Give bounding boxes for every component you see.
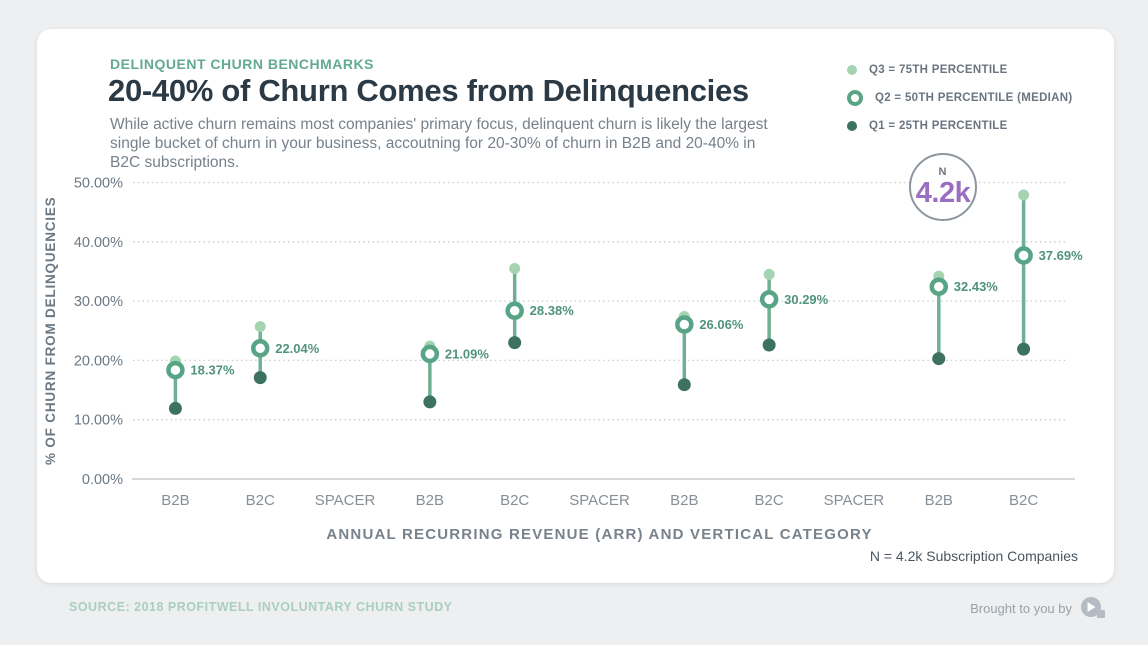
source-citation: SOURCE: 2018 PROFITWELL INVOLUNTARY CHUR… [69,600,453,614]
chart-legend: Q3 = 75TH PERCENTILE Q2 = 50TH PERCENTIL… [847,62,1073,134]
q1-dot [423,395,437,409]
chart-card: DELINQUENT CHURN BENCHMARKS 20-40% of Ch… [37,29,1114,583]
y-tick-label: 0.00% [82,472,123,488]
x-tick-label: SPACER [824,492,885,509]
legend-item-q3: Q3 = 75TH PERCENTILE [847,62,1073,78]
median-value-label: 21.09% [445,346,490,361]
q1-dot [253,371,267,385]
median-ring [1014,246,1033,265]
median-ring [166,360,185,380]
median-ring [505,301,524,320]
page-subtitle: While active churn remains most companie… [110,116,768,171]
median-value-label: 22.04% [275,341,320,356]
q3-dot [254,321,266,333]
y-tick-label: 40.00% [74,235,123,251]
y-tick-label: 30.00% [74,294,123,310]
x-tick-label: B2B [161,492,189,509]
churn-percentile-chart: 0.00% 10.00% 20.00% 30.00% 40.00% 50.00% % OF … [43,176,1084,544]
median-ring [929,277,949,296]
median-ring [420,344,440,364]
x-tick-label: B2B [416,492,444,509]
x-tick-label: B2B [925,492,953,509]
q1-dot [508,336,522,350]
y-tick-label: 10.00% [74,413,123,429]
q1-dot [932,352,946,366]
q2-ring-icon [847,90,863,106]
profitwell-logo-icon [1081,597,1105,618]
legend-label: Q3 = 75TH PERCENTILE [869,64,1008,76]
q1-dot-icon [847,121,857,131]
sample-size-note: N = 4.2k Subscription Companies [869,548,1078,564]
y-axis-title: % OF CHURN FROM DELINQUENCIES [43,197,58,465]
q3-dot [763,268,775,280]
badge-value: 4.2k [915,177,971,209]
sample-size-badge: N 4.2k [909,153,977,221]
q3-dot [1018,189,1030,201]
legend-label: Q1 = 25TH PERCENTILE [869,120,1008,132]
legend-item-q1: Q1 = 25TH PERCENTILE [847,118,1073,134]
y-tick-label: 20.00% [74,353,123,369]
median-value-label: 37.69% [1039,248,1084,263]
x-tick-label: B2C [500,492,529,509]
x-axis-title: ANNUAL RECURRING REVENUE (ARR) AND VERTI… [326,526,872,543]
x-tick-label: B2C [246,492,275,509]
x-tick-label: SPACER [315,492,376,509]
q1-dot [677,378,691,392]
q1-dot [762,338,776,352]
q3-dot-icon [847,65,857,75]
median-value-label: 32.43% [954,279,999,294]
q1-dot [168,401,182,415]
x-tick-label: B2C [1009,492,1038,509]
q3-dot [509,262,521,274]
eyebrow-label: DELINQUENT CHURN BENCHMARKS [110,56,374,72]
median-value-label: 30.29% [784,292,829,307]
x-tick-label: SPACER [569,492,630,509]
median-ring [675,315,694,334]
median-ring [250,339,270,358]
x-tick-label: B2B [670,492,698,509]
attribution-label: Brought to you by [970,600,1072,616]
badge-n-label: N [938,166,948,178]
page-title: 20-40% of Churn Comes from Delinquencies [108,73,749,108]
legend-label: Q2 = 50TH PERCENTILE (MEDIAN) [875,92,1073,104]
median-value-label: 26.06% [699,317,744,332]
legend-item-q2: Q2 = 50TH PERCENTILE (MEDIAN) [847,90,1073,106]
y-tick-label: 50.00% [74,176,123,192]
x-tick-label: B2C [755,492,784,509]
median-value-label: 18.37% [190,363,235,378]
attribution: Brought to you by [970,596,1106,620]
median-value-label: 28.38% [530,303,575,318]
median-ring [759,290,779,309]
q1-dot [1017,342,1031,356]
